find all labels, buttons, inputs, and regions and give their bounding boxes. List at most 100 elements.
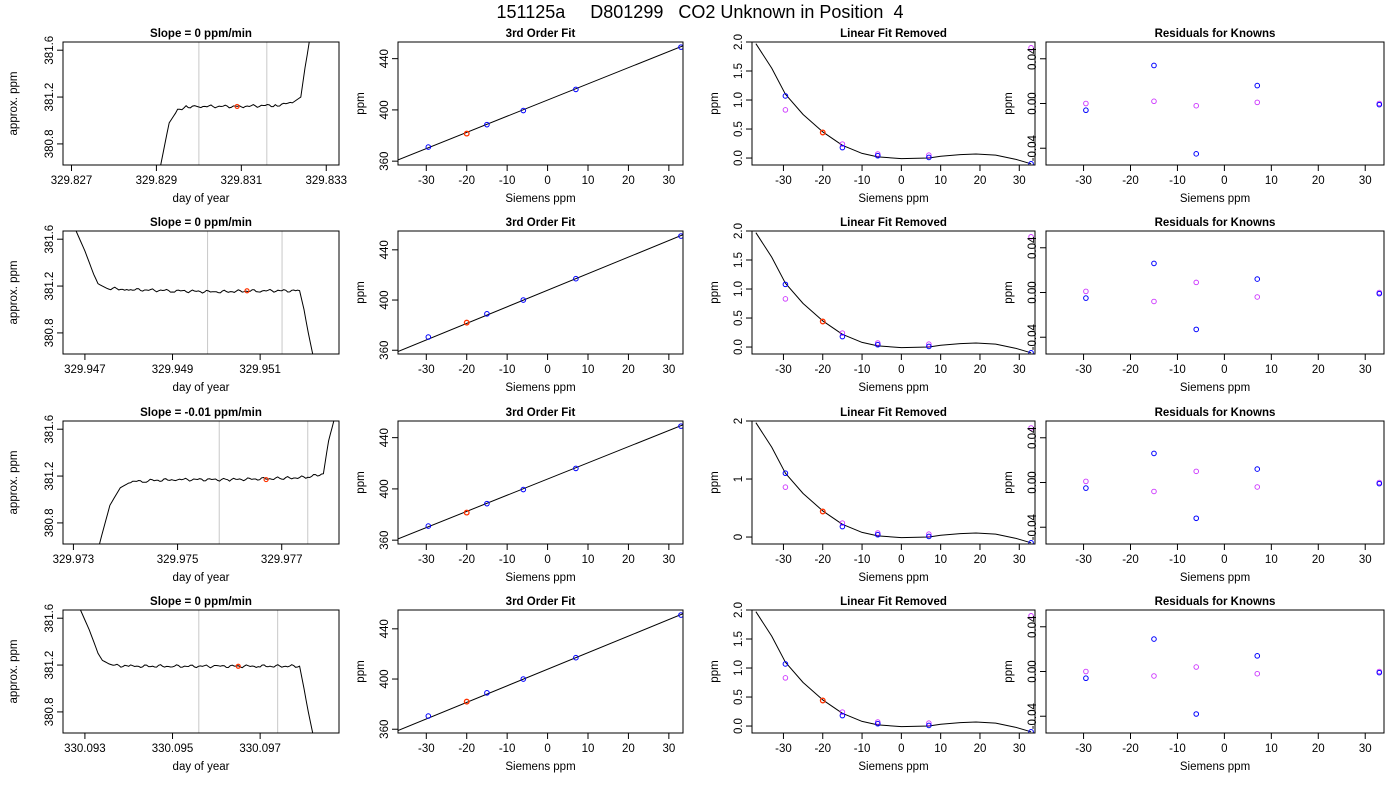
- x-tick-label: -20: [458, 364, 475, 376]
- x-tick-label: 0: [1221, 743, 1227, 755]
- y-tick-label: 360: [379, 720, 391, 739]
- unknown-point: [463, 509, 470, 516]
- known-point: [573, 275, 579, 282]
- residual-point: [839, 709, 846, 715]
- y-tick-label: 0.04: [1027, 236, 1039, 259]
- x-tick-label: -20: [814, 364, 831, 376]
- x-tick-label: 30: [662, 554, 675, 566]
- unknown-point: [463, 319, 470, 326]
- y-tick-label: 400: [379, 100, 391, 119]
- x-tick-label: -30: [1075, 743, 1092, 755]
- panel-r2-c3: Linear Fit Removed -30 -20 -10 0 10 20 30 0.0 0.5…: [709, 217, 1036, 394]
- x-tick-label: 0: [898, 175, 904, 187]
- y-axis-label: ppm: [355, 92, 367, 114]
- residual-point: [782, 675, 789, 681]
- plot-area: [755, 232, 1034, 354]
- panel-r2-c1: Slope = 0 ppm/min 329.947 329.949 329.951 38…: [8, 217, 340, 394]
- y-axis-label: ppm: [355, 281, 367, 303]
- data-trace: [75, 231, 314, 354]
- known-point: [1151, 62, 1157, 69]
- known-point: [484, 500, 490, 507]
- x-tick-label: -30: [418, 554, 435, 566]
- residual-point: [1083, 288, 1089, 295]
- x-tick-label: 30: [1013, 554, 1026, 566]
- residual-point: [1028, 45, 1034, 51]
- known-point: [1028, 350, 1034, 354]
- x-tick-label: -30: [775, 364, 792, 376]
- x-tick-label: 30: [1013, 175, 1026, 187]
- residual-point: [1083, 100, 1089, 107]
- known-point: [573, 465, 579, 472]
- plot-frame: [62, 609, 340, 734]
- y-axis-label: approx. ppm: [8, 451, 20, 515]
- panel-r3-c1: Slope = -0.01 ppm/min 329.973 329.975 329.9…: [8, 407, 340, 584]
- y-tick-label: 360: [379, 531, 391, 550]
- y-tick-label: 0.04: [1027, 47, 1039, 70]
- y-axis-label: ppm: [1003, 281, 1015, 303]
- x-tick-label: 20: [1312, 743, 1325, 755]
- x-tick-label: -20: [1122, 743, 1139, 755]
- panel-title: 3rd Order Fit: [506, 407, 576, 419]
- x-axis-label: Siemens ppm: [858, 382, 928, 394]
- y-tick-label: 360: [379, 152, 391, 171]
- residual-point: [782, 484, 789, 490]
- known-point: [1254, 653, 1261, 659]
- x-tick-label: 20: [622, 554, 635, 566]
- x-tick-label: 20: [622, 364, 635, 376]
- x-tick-label: 20: [974, 743, 987, 755]
- x-tick-label: 10: [934, 554, 947, 566]
- fit-curve: [755, 43, 1032, 165]
- y-axis-label: ppm: [355, 471, 367, 493]
- plot-area: [755, 611, 1034, 733]
- x-tick-label: 329.951: [239, 364, 281, 376]
- known-point: [1028, 540, 1034, 544]
- x-tick-label: 330.095: [152, 743, 194, 755]
- x-tick-label: -20: [458, 175, 475, 187]
- residual-point: [926, 152, 932, 158]
- y-tick-label: 381.6: [44, 604, 56, 633]
- x-tick-label: 20: [622, 175, 635, 187]
- known-point: [839, 712, 846, 719]
- x-tick-label: 329.977: [261, 554, 303, 566]
- residual-point: [782, 107, 789, 113]
- residual-point: [1151, 298, 1157, 305]
- x-tick-label: 0: [898, 743, 904, 755]
- y-tick-label: 0.0: [733, 718, 745, 734]
- x-tick-label: 10: [1265, 175, 1278, 187]
- y-tick-label: -0.04: [1027, 135, 1039, 162]
- known-point: [1151, 636, 1157, 642]
- panel-title: Residuals for Knowns: [1155, 217, 1276, 229]
- x-tick-label: -10: [1169, 175, 1186, 187]
- known-point: [839, 333, 846, 340]
- known-point: [874, 341, 881, 348]
- x-tick-label: 30: [662, 743, 675, 755]
- x-tick-label: 10: [582, 364, 595, 376]
- current-point: [263, 476, 269, 483]
- known-point: [1083, 485, 1089, 491]
- x-tick-label: -10: [499, 364, 516, 376]
- x-axis-label: Siemens ppm: [858, 761, 928, 773]
- x-tick-label: 10: [1265, 743, 1278, 755]
- residual-point: [1083, 478, 1089, 485]
- plot-area: [1083, 260, 1383, 333]
- y-tick-label: 0: [733, 534, 745, 540]
- x-tick-label: 0: [544, 364, 550, 376]
- known-point: [1254, 82, 1261, 89]
- panel-r3-c4: Residuals for Knowns -30 -20 -10 0 10 20 30 -0.0…: [1003, 407, 1385, 584]
- x-tick-label: -20: [1122, 554, 1139, 566]
- known-point: [520, 297, 527, 303]
- plot-frame: [62, 230, 340, 355]
- known-point: [1151, 450, 1157, 457]
- y-tick-label: 0.5: [733, 121, 745, 137]
- residual-point: [1254, 484, 1260, 490]
- known-point: [926, 154, 932, 161]
- x-axis-label: day of year: [173, 193, 230, 205]
- plot-frame: [397, 41, 684, 166]
- known-point: [678, 44, 683, 50]
- y-tick-label: 1.0: [733, 92, 745, 108]
- y-tick-label: 0.00: [1027, 471, 1039, 493]
- x-tick-label: -30: [418, 743, 435, 755]
- y-tick-label: 1.5: [733, 631, 745, 647]
- y-tick-label: 2.0: [733, 223, 745, 239]
